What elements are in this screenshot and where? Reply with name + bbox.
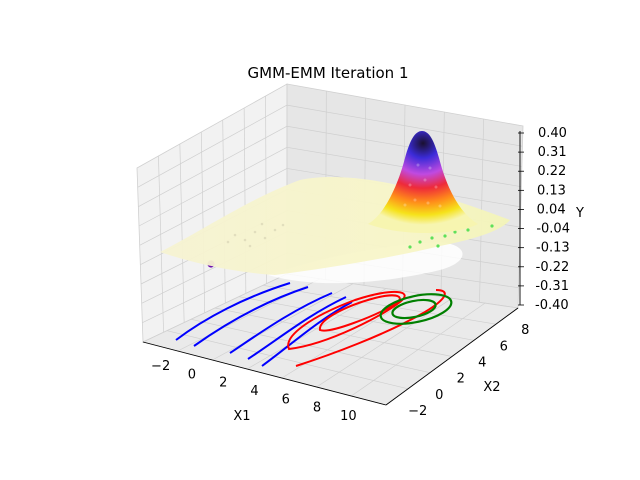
blue-contour-1 (175, 282, 291, 341)
x-tick-label: 2 (219, 376, 227, 391)
z-tick-label: -0.40 (535, 298, 569, 313)
x-tick-label: 10 (340, 409, 357, 424)
red-contour-3 (319, 294, 401, 332)
z-tick-label: -0.13 (536, 241, 570, 256)
x-axis-ticks: −2 0 2 4 6 8 10 (151, 359, 357, 424)
y-tick-label: 2 (457, 372, 465, 387)
y-tick-label: 4 (478, 355, 486, 370)
z-tick-label: -0.31 (535, 279, 569, 294)
grid-line (137, 104, 288, 188)
z-axis-ticks: 0.40 0.31 0.22 0.13 0.04 -0.04 -0.13 -0.22 -0.31… (518, 126, 570, 313)
x-axis-line (142, 341, 387, 406)
grid-line (190, 318, 431, 374)
z-axis-label: Y (575, 206, 584, 221)
z-tick-label: -0.22 (536, 260, 570, 275)
grid-line (179, 143, 185, 323)
grid-line (286, 125, 522, 167)
blue-contour-3 (229, 292, 333, 354)
blue-contour-2 (193, 286, 309, 347)
z-tick-label: 0.22 (537, 164, 566, 179)
contour-series-green (379, 293, 453, 325)
surface-shadow (268, 242, 463, 284)
z-tick-label: 0.04 (537, 202, 566, 217)
grid-line (139, 168, 288, 246)
grid-line (158, 155, 164, 333)
peak-texture (403, 163, 442, 208)
green-contour-2 (391, 298, 437, 320)
y-axis-line (385, 307, 519, 406)
grid-line (138, 147, 288, 227)
x-tick-label: 0 (188, 367, 196, 382)
contour-series-blue (175, 282, 353, 367)
grid-line (138, 125, 288, 207)
grid-line (200, 131, 206, 313)
x-axis-label: X1 (233, 409, 250, 424)
grid-line (286, 104, 523, 147)
grid-line (214, 307, 453, 357)
z-tick-label: 0.31 (538, 145, 567, 160)
y-tick-label: 6 (500, 339, 508, 354)
grid-line (222, 119, 226, 304)
axis-lines (142, 131, 521, 406)
surface-texture (226, 222, 285, 248)
grid-line (238, 296, 475, 341)
blue-contour-5 (261, 301, 353, 367)
grid-line (262, 284, 497, 325)
x-tick-label: 4 (250, 384, 258, 399)
blue-contour-4 (247, 296, 347, 360)
y-axis-label: X2 (483, 380, 500, 395)
y-tick-label: 0 (435, 388, 443, 403)
y-tick-label: −2 (408, 404, 427, 419)
z-tick-label: 0.40 (538, 126, 567, 141)
y-tick-label: 8 (521, 323, 529, 338)
surface-peak (368, 131, 478, 233)
z-tick-label: 0.13 (537, 183, 566, 198)
chart-title: GMM-EMM Iteration 1 (248, 64, 409, 82)
x-tick-label: 8 (313, 401, 321, 416)
red-contour-2 (287, 291, 406, 351)
green-contour-1 (379, 293, 453, 325)
x-tick-label: −2 (151, 359, 170, 374)
x-tick-label: 6 (282, 392, 290, 407)
z-tick-label: -0.04 (536, 222, 570, 237)
grid-line (166, 330, 409, 390)
surface-green-spots (408, 224, 494, 249)
